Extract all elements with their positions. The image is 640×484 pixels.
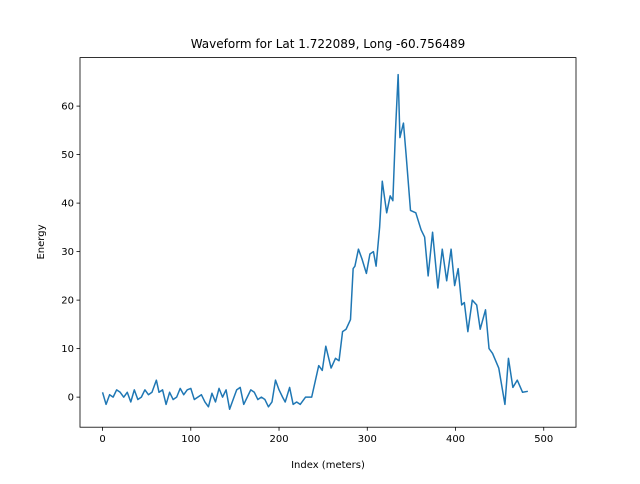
- axes-frame: [79, 57, 577, 428]
- data-line: [101, 73, 528, 410]
- y-axis-label: Energy: [36, 224, 47, 259]
- x-tick-label: 300: [358, 434, 377, 445]
- y-tick-label: 10: [61, 344, 74, 355]
- x-tick-label: 500: [534, 434, 553, 445]
- y-tick-label: 30: [61, 247, 74, 258]
- y-tick-label: 20: [61, 296, 74, 307]
- x-tick-label: 200: [269, 434, 288, 445]
- x-tick-label: 400: [446, 434, 465, 445]
- x-tick-label: 0: [99, 434, 105, 445]
- y-tick-label: 40: [61, 199, 74, 210]
- x-axis-label: Index (meters): [291, 460, 365, 471]
- chart-title: Waveform for Lat 1.722089, Long -60.7564…: [191, 37, 466, 51]
- y-tick-label: 60: [61, 102, 74, 113]
- y-tick-label: 0: [68, 393, 74, 404]
- x-tick-label: 100: [181, 434, 200, 445]
- y-tick-label: 50: [61, 150, 74, 161]
